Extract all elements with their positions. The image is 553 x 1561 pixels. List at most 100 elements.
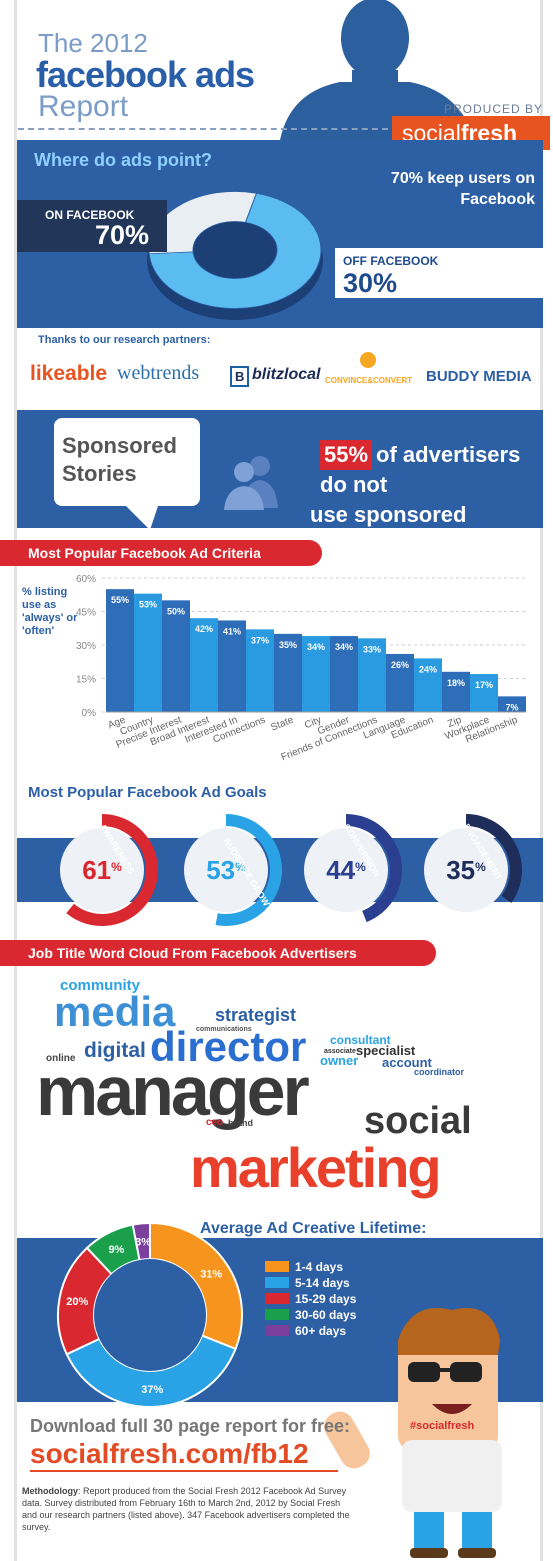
lifetime-slice-label: 3% xyxy=(135,1236,151,1248)
goal-value: 44% xyxy=(304,828,388,912)
word-marketing: marketing xyxy=(190,1136,442,1199)
sponsored-stat: 55% of advertisers do not use sponsored s… xyxy=(310,440,530,560)
y-tick-label: 60% xyxy=(76,574,96,585)
mascot-illustration xyxy=(324,1308,502,1558)
wordcloud-title: Job Title Word Cloud From Facebook Adver… xyxy=(0,940,436,966)
lifetime-slice-label: 9% xyxy=(108,1244,124,1256)
produced-by: PRODUCED BY xyxy=(444,102,544,116)
word-associate: associate xyxy=(324,1048,356,1055)
where-question: Where do ads point? xyxy=(34,150,212,170)
on-facebook-text: ON FACEBOOK xyxy=(45,208,135,222)
goal-ring xyxy=(466,814,522,903)
logo-convince-icon xyxy=(360,352,376,368)
word-owner: owner xyxy=(320,1053,359,1068)
logo-blitzlocal-mark: B xyxy=(230,366,250,387)
bar-state xyxy=(274,633,302,712)
lifetime-slice-label: 31% xyxy=(200,1268,222,1280)
legend-entry: 15-29 days xyxy=(265,1292,356,1306)
x-tick-label: Zip xyxy=(446,714,463,730)
goals-title: Most Popular Facebook Ad Goals xyxy=(28,784,267,801)
bar-friends-of-connections xyxy=(358,638,386,712)
goal-arc xyxy=(466,814,522,903)
y-tick-label: 15% xyxy=(76,675,96,686)
word-consultant: consultant xyxy=(330,1033,391,1047)
off-facebook-value: 30% xyxy=(343,268,398,298)
logo-convince: CONVINCE&CONVERT xyxy=(325,376,413,385)
off-facebook-label: OFF FACEBOOK 30% xyxy=(335,248,543,298)
off-facebook-text: OFF FACEBOOK xyxy=(343,254,439,268)
bar-value-label: 18% xyxy=(447,678,465,688)
goal-arc xyxy=(66,814,158,926)
bar-zip xyxy=(442,671,470,712)
bar-value-label: 42% xyxy=(195,624,213,634)
y-tick-label: 0% xyxy=(82,708,97,719)
where-summary: 70% keep users on Facebook xyxy=(390,170,535,208)
sponsored-text-2: use sponsored stories xyxy=(310,502,467,557)
logo-buddymedia: BUDDY MEDIA xyxy=(426,368,532,385)
word-communications: communications xyxy=(196,1026,252,1033)
y-tick-label: 45% xyxy=(76,608,96,619)
bar-value-label: 24% xyxy=(419,664,437,674)
word-specialist: specialist xyxy=(356,1043,416,1058)
legend-swatch xyxy=(265,1277,289,1288)
legend-label: 1-4 days xyxy=(295,1260,344,1274)
title-line3: Report xyxy=(38,90,129,123)
goal-item: 53% AUDIENCE GROWTH xyxy=(168,812,288,928)
goal-value: 35% xyxy=(424,828,508,912)
legend-entry: 60+ days xyxy=(265,1324,346,1338)
title-line2: facebook ads xyxy=(36,54,255,95)
sponsored-title-2: Stories xyxy=(62,461,137,486)
goal-ring xyxy=(346,814,403,923)
lifetime-slice-label: 37% xyxy=(141,1384,163,1396)
bar-connections xyxy=(246,629,274,712)
goal-value: 53% xyxy=(184,828,268,912)
legend-entry: 30-60 days xyxy=(265,1308,356,1322)
bar-precise-interest xyxy=(162,600,190,712)
sponsored-bubble: Sponsored Stories xyxy=(54,418,200,506)
word-online: online xyxy=(46,1053,76,1064)
legend-label: 30-60 days xyxy=(295,1308,357,1322)
goal-item: 61% AWARENESS xyxy=(44,812,164,928)
bar-value-label: 34% xyxy=(335,642,353,652)
donut-slice-group xyxy=(148,192,322,309)
word-manager: manager xyxy=(36,1052,310,1130)
bar-value-label: 55% xyxy=(111,595,129,605)
bar-value-label: 37% xyxy=(251,635,269,645)
people-icon xyxy=(224,456,278,510)
word-digital: digital xyxy=(84,1039,146,1062)
goal-percent-sign: % xyxy=(475,860,486,874)
bar-workplace xyxy=(470,674,498,712)
sponsored-percent: 55% xyxy=(320,440,373,470)
logo-blitzlocal: blitzlocal xyxy=(252,366,321,383)
title-line1: The 2012 xyxy=(38,28,148,58)
word-community: community xyxy=(60,977,141,994)
methodology-label: Methodology xyxy=(22,1486,78,1496)
lifetime-title: Average Ad Creative Lifetime: xyxy=(200,1220,427,1237)
word-coordinator: coordinator xyxy=(414,1067,465,1077)
criteria-ylabel: % listing use as 'always' or 'often' xyxy=(22,586,78,637)
goal-ring xyxy=(215,814,282,926)
legend-swatch xyxy=(265,1293,289,1304)
goal-number: 61 xyxy=(82,854,112,885)
word-account: account xyxy=(382,1055,432,1070)
report-link[interactable]: socialfresh.com/fb12 xyxy=(30,1438,309,1469)
download-text: Download full 30 page report for free: xyxy=(30,1416,351,1436)
criteria-title: Most Popular Facebook Ad Criteria xyxy=(0,540,322,566)
on-facebook-value: 70% xyxy=(95,220,150,250)
bar-value-label: 41% xyxy=(223,626,241,636)
bar-value-label: 53% xyxy=(139,600,157,610)
goal-item: 44% CONVERSION xyxy=(288,812,408,928)
bar-value-label: 7% xyxy=(505,702,518,712)
bar-education xyxy=(414,658,442,712)
legend-swatch xyxy=(265,1325,289,1336)
bubble-tail xyxy=(120,500,160,530)
logo-likeable: likeable xyxy=(30,362,108,385)
criteria-bar-chart: 0%15%30%45%60%55%Age53%Country50%Precise… xyxy=(76,574,526,763)
goal-item: 35% ENGAGEMENT xyxy=(408,812,528,928)
word-media: media xyxy=(54,988,176,1035)
legend-label: 60+ days xyxy=(295,1324,347,1338)
bar-relationship xyxy=(498,696,526,712)
partners-title: Thanks to our research partners: xyxy=(38,334,211,346)
partner-logos: likeable webtrends B blitzlocal CONVINCE… xyxy=(20,352,540,394)
word-ceo: ceo xyxy=(206,1117,224,1128)
